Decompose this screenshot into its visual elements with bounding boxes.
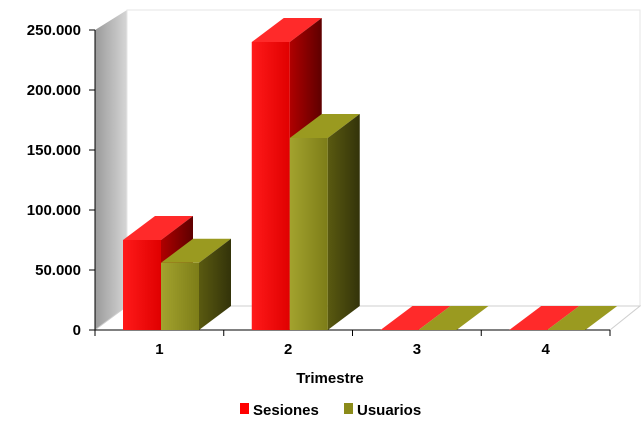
chart-side-wall: [95, 10, 127, 330]
y-tick-label: 250.000: [27, 22, 81, 39]
bar-usuarios: [161, 238, 231, 330]
bar-usuarios: [418, 306, 489, 330]
y-tick-label: 100.000: [27, 202, 81, 219]
x-tick-label: 4: [541, 341, 550, 358]
legend-label: Usuarios: [357, 402, 421, 419]
legend-swatch: [344, 403, 353, 414]
y-tick-label: 0: [73, 322, 81, 339]
y-tick-label: 50.000: [35, 262, 81, 279]
x-tick-label: 2: [284, 341, 292, 358]
bar-usuarios: [547, 306, 618, 330]
bar-usuarios: [289, 114, 360, 330]
bar-sesiones: [380, 306, 451, 330]
y-tick-label: 200.000: [27, 82, 81, 99]
legend-item: Usuarios: [344, 402, 421, 419]
legend-label: Sesiones: [253, 402, 319, 419]
legend-item: Sesiones: [240, 402, 319, 419]
y-tick-label: 150.000: [27, 142, 81, 159]
bar-sesiones: [509, 306, 580, 330]
legend: Sesiones Usuarios: [240, 402, 421, 419]
x-tick-label: 3: [413, 341, 421, 358]
x-axis-title: Trimestre: [296, 370, 364, 387]
legend-swatch: [240, 403, 249, 414]
x-tick-label: 1: [155, 341, 163, 358]
